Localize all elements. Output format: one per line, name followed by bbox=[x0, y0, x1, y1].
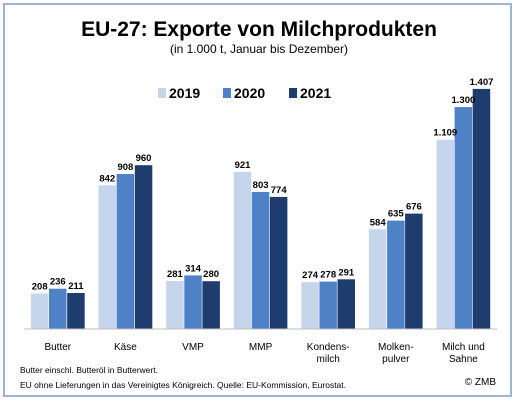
bar-2019-0 bbox=[30, 293, 49, 329]
data-label-2019-6: 1.109 bbox=[433, 128, 457, 139]
bar-2021-4 bbox=[337, 279, 355, 329]
data-label-2020-5: 635 bbox=[388, 209, 405, 220]
legend-swatch-2021 bbox=[289, 88, 297, 98]
bars bbox=[30, 88, 491, 330]
data-label-2019-1: 842 bbox=[99, 173, 115, 184]
bar-2020-5 bbox=[387, 220, 405, 329]
legend-label-2021: 2021 bbox=[300, 85, 331, 101]
bar-2021-6 bbox=[472, 88, 491, 330]
category-labels: Butter Käse VMP MMP Kondens-milch Molken-pulv… bbox=[44, 342, 484, 365]
category-label-6: Milch und Sahne bbox=[442, 342, 485, 365]
data-label-2019-3: 921 bbox=[235, 160, 252, 171]
bar-2019-1 bbox=[98, 185, 116, 329]
legend-label-2020: 2020 bbox=[234, 85, 265, 101]
category-label-0: Butter bbox=[44, 342, 71, 353]
data-label-2021-0: 211 bbox=[68, 281, 84, 292]
bar-2020-6 bbox=[454, 107, 473, 329]
data-label-2021-3: 774 bbox=[271, 185, 288, 196]
bar-2019-4 bbox=[301, 282, 319, 329]
legend-swatch-2020 bbox=[223, 88, 231, 98]
data-label-2021-6: 1.407 bbox=[470, 77, 494, 88]
data-label-2020-0: 236 bbox=[50, 277, 66, 288]
data-label-2020-4: 278 bbox=[320, 270, 336, 281]
data-label-2020-2: 314 bbox=[185, 263, 202, 274]
data-label-2019-0: 208 bbox=[32, 282, 48, 293]
data-label-2019-4: 274 bbox=[302, 270, 319, 281]
bar-2021-3 bbox=[269, 196, 288, 329]
category-label-3: MMP bbox=[249, 342, 273, 353]
footnote-1: Butter einschl. Butteröl in Butterwert. bbox=[20, 365, 158, 375]
data-label-2021-2: 280 bbox=[203, 269, 219, 280]
data-label-2019-5: 584 bbox=[370, 217, 387, 228]
bar-2020-1 bbox=[116, 174, 135, 329]
category-label-1: Käse bbox=[114, 342, 137, 353]
chart-title: EU-27: Exporte von Milchprodukten bbox=[81, 18, 437, 41]
data-label-2021-1: 960 bbox=[136, 153, 152, 164]
data-label-2020-6: 1.300 bbox=[452, 95, 476, 106]
chart-subtitle: (in 1.000 t, Januar bis Dezember) bbox=[170, 42, 348, 56]
footnote-2: EU ohne Lieferungen in das Vereinigtes K… bbox=[20, 380, 346, 390]
legend: 2019 2020 2021 bbox=[158, 85, 331, 101]
data-label-2019-2: 281 bbox=[167, 269, 184, 280]
data-label-2020-1: 908 bbox=[117, 162, 133, 173]
bar-2021-0 bbox=[67, 293, 85, 329]
data-label-2021-4: 291 bbox=[338, 267, 355, 278]
bar-2019-2 bbox=[166, 281, 184, 329]
bar-2020-3 bbox=[251, 192, 270, 329]
bar-2020-4 bbox=[319, 281, 337, 329]
bar-2019-6 bbox=[436, 139, 454, 329]
bar-2020-0 bbox=[49, 288, 67, 329]
bar-2021-5 bbox=[405, 213, 423, 329]
category-label-5: Molken-pulver bbox=[378, 342, 414, 365]
bar-2019-3 bbox=[233, 171, 252, 329]
category-label-2: VMP bbox=[182, 342, 204, 353]
bar-2020-2 bbox=[184, 275, 202, 329]
bar-2021-1 bbox=[134, 165, 153, 329]
bar-2021-2 bbox=[202, 281, 220, 329]
data-label-2021-5: 676 bbox=[406, 202, 422, 213]
bar-2019-5 bbox=[368, 229, 387, 329]
legend-label-2019: 2019 bbox=[169, 85, 200, 101]
category-label-4: Kondens-milch bbox=[307, 342, 350, 365]
data-label-2020-3: 803 bbox=[253, 180, 269, 191]
legend-swatch-2019 bbox=[158, 88, 166, 98]
credit: © ZMB bbox=[465, 377, 497, 388]
